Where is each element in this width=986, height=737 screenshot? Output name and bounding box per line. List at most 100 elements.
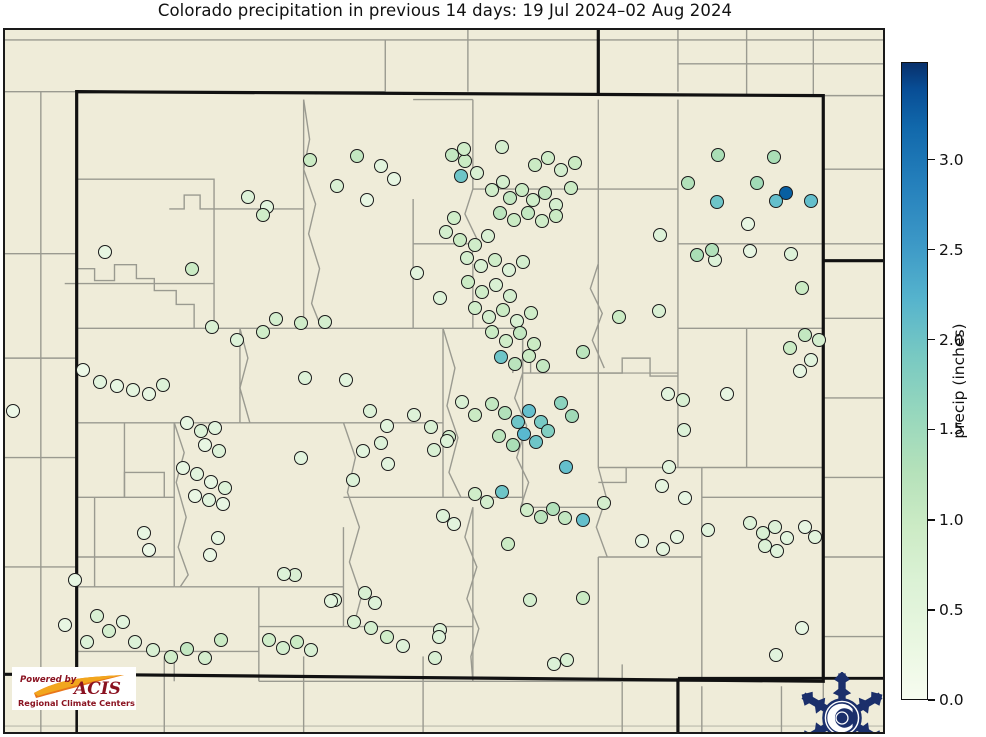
station-dot[interactable]	[575, 344, 591, 360]
station-dot[interactable]	[769, 543, 785, 559]
station-dot[interactable]	[528, 434, 544, 450]
station-dot[interactable]	[431, 629, 447, 645]
station-dot[interactable]	[479, 494, 495, 510]
station-dot[interactable]	[136, 525, 152, 541]
station-dot[interactable]	[537, 185, 553, 201]
station-dot[interactable]	[700, 522, 716, 538]
station-dot[interactable]	[742, 243, 758, 259]
station-dot[interactable]	[127, 634, 143, 650]
station-dot[interactable]	[797, 519, 813, 535]
station-dot[interactable]	[92, 374, 108, 390]
station-dot[interactable]	[268, 311, 284, 327]
station-dot[interactable]	[652, 227, 668, 243]
station-dot[interactable]	[473, 258, 489, 274]
station-dot[interactable]	[444, 147, 460, 163]
station-dot[interactable]	[452, 232, 468, 248]
station-dot[interactable]	[467, 407, 483, 423]
station-dot[interactable]	[811, 332, 827, 348]
colorbar[interactable]: 3.0 2.5 2.0 1.5 1.0 0.5 0.0 precip (inches)	[901, 62, 986, 709]
station-dot[interactable]	[346, 614, 362, 630]
station-dot[interactable]	[323, 593, 339, 609]
station-dot[interactable]	[558, 459, 574, 475]
station-dot[interactable]	[275, 640, 291, 656]
station-dot[interactable]	[446, 210, 462, 226]
station-dot[interactable]	[514, 182, 530, 198]
station-dot[interactable]	[229, 332, 245, 348]
station-dot[interactable]	[202, 547, 218, 563]
station-dot[interactable]	[379, 629, 395, 645]
station-dot[interactable]	[367, 595, 383, 611]
station-dot[interactable]	[782, 340, 798, 356]
station-dot[interactable]	[661, 459, 677, 475]
station-dot[interactable]	[380, 456, 396, 472]
station-dot[interactable]	[596, 495, 612, 511]
station-dot[interactable]	[293, 450, 309, 466]
station-dot[interactable]	[557, 510, 573, 526]
station-dot[interactable]	[406, 407, 422, 423]
station-dot[interactable]	[548, 208, 564, 224]
station-dot[interactable]	[740, 216, 756, 232]
station-dot[interactable]	[768, 647, 784, 663]
station-dot[interactable]	[439, 433, 455, 449]
station-dot[interactable]	[803, 193, 819, 209]
station-dot[interactable]	[559, 652, 575, 668]
station-dot[interactable]	[67, 572, 83, 588]
station-dot[interactable]	[611, 309, 627, 325]
station-dot[interactable]	[89, 608, 105, 624]
station-dot[interactable]	[669, 529, 685, 545]
station-dot[interactable]	[187, 488, 203, 504]
station-dot[interactable]	[293, 315, 309, 331]
station-dot[interactable]	[363, 620, 379, 636]
station-dot[interactable]	[525, 192, 541, 208]
station-dot[interactable]	[349, 148, 365, 164]
station-dot[interactable]	[426, 442, 442, 458]
station-dot[interactable]	[203, 474, 219, 490]
station-dot[interactable]	[211, 443, 227, 459]
station-dot[interactable]	[261, 632, 277, 648]
station-dot[interactable]	[302, 152, 318, 168]
station-dot[interactable]	[75, 362, 91, 378]
station-dot[interactable]	[495, 174, 511, 190]
station-dot[interactable]	[553, 395, 569, 411]
station-dot[interactable]	[563, 180, 579, 196]
station-dot[interactable]	[488, 277, 504, 293]
station-dot[interactable]	[564, 408, 580, 424]
station-dot[interactable]	[675, 392, 691, 408]
station-dot[interactable]	[794, 280, 810, 296]
station-dot[interactable]	[456, 141, 472, 157]
station-dot[interactable]	[193, 423, 209, 439]
station-dot[interactable]	[634, 533, 650, 549]
station-dot[interactable]	[201, 492, 217, 508]
map-panel[interactable]: Powered by ACIS Regional Climate Centers	[3, 28, 885, 734]
station-dot[interactable]	[779, 530, 795, 546]
station-dot[interactable]	[240, 189, 256, 205]
station-dot[interactable]	[362, 403, 378, 419]
station-dot[interactable]	[79, 634, 95, 650]
station-dot[interactable]	[197, 650, 213, 666]
station-dot[interactable]	[175, 460, 191, 476]
station-dot[interactable]	[749, 175, 765, 191]
station-dot[interactable]	[204, 319, 220, 335]
station-dot[interactable]	[709, 194, 725, 210]
station-dot[interactable]	[115, 614, 131, 630]
station-dot[interactable]	[575, 512, 591, 528]
station-dot[interactable]	[767, 519, 783, 535]
station-dot[interactable]	[498, 333, 514, 349]
station-dot[interactable]	[163, 649, 179, 665]
station-dot[interactable]	[497, 405, 513, 421]
station-dot[interactable]	[506, 212, 522, 228]
station-dot[interactable]	[522, 592, 538, 608]
station-dot[interactable]	[255, 207, 271, 223]
station-dot[interactable]	[502, 288, 518, 304]
station-dot[interactable]	[409, 265, 425, 281]
station-dot[interactable]	[527, 157, 543, 173]
station-dot[interactable]	[101, 623, 117, 639]
station-dot[interactable]	[184, 261, 200, 277]
station-dot[interactable]	[207, 420, 223, 436]
station-dot[interactable]	[109, 378, 125, 394]
station-dot[interactable]	[660, 386, 676, 402]
station-dot[interactable]	[651, 303, 667, 319]
station-dot[interactable]	[792, 363, 808, 379]
station-dot[interactable]	[379, 418, 395, 434]
station-dot[interactable]	[807, 529, 823, 545]
